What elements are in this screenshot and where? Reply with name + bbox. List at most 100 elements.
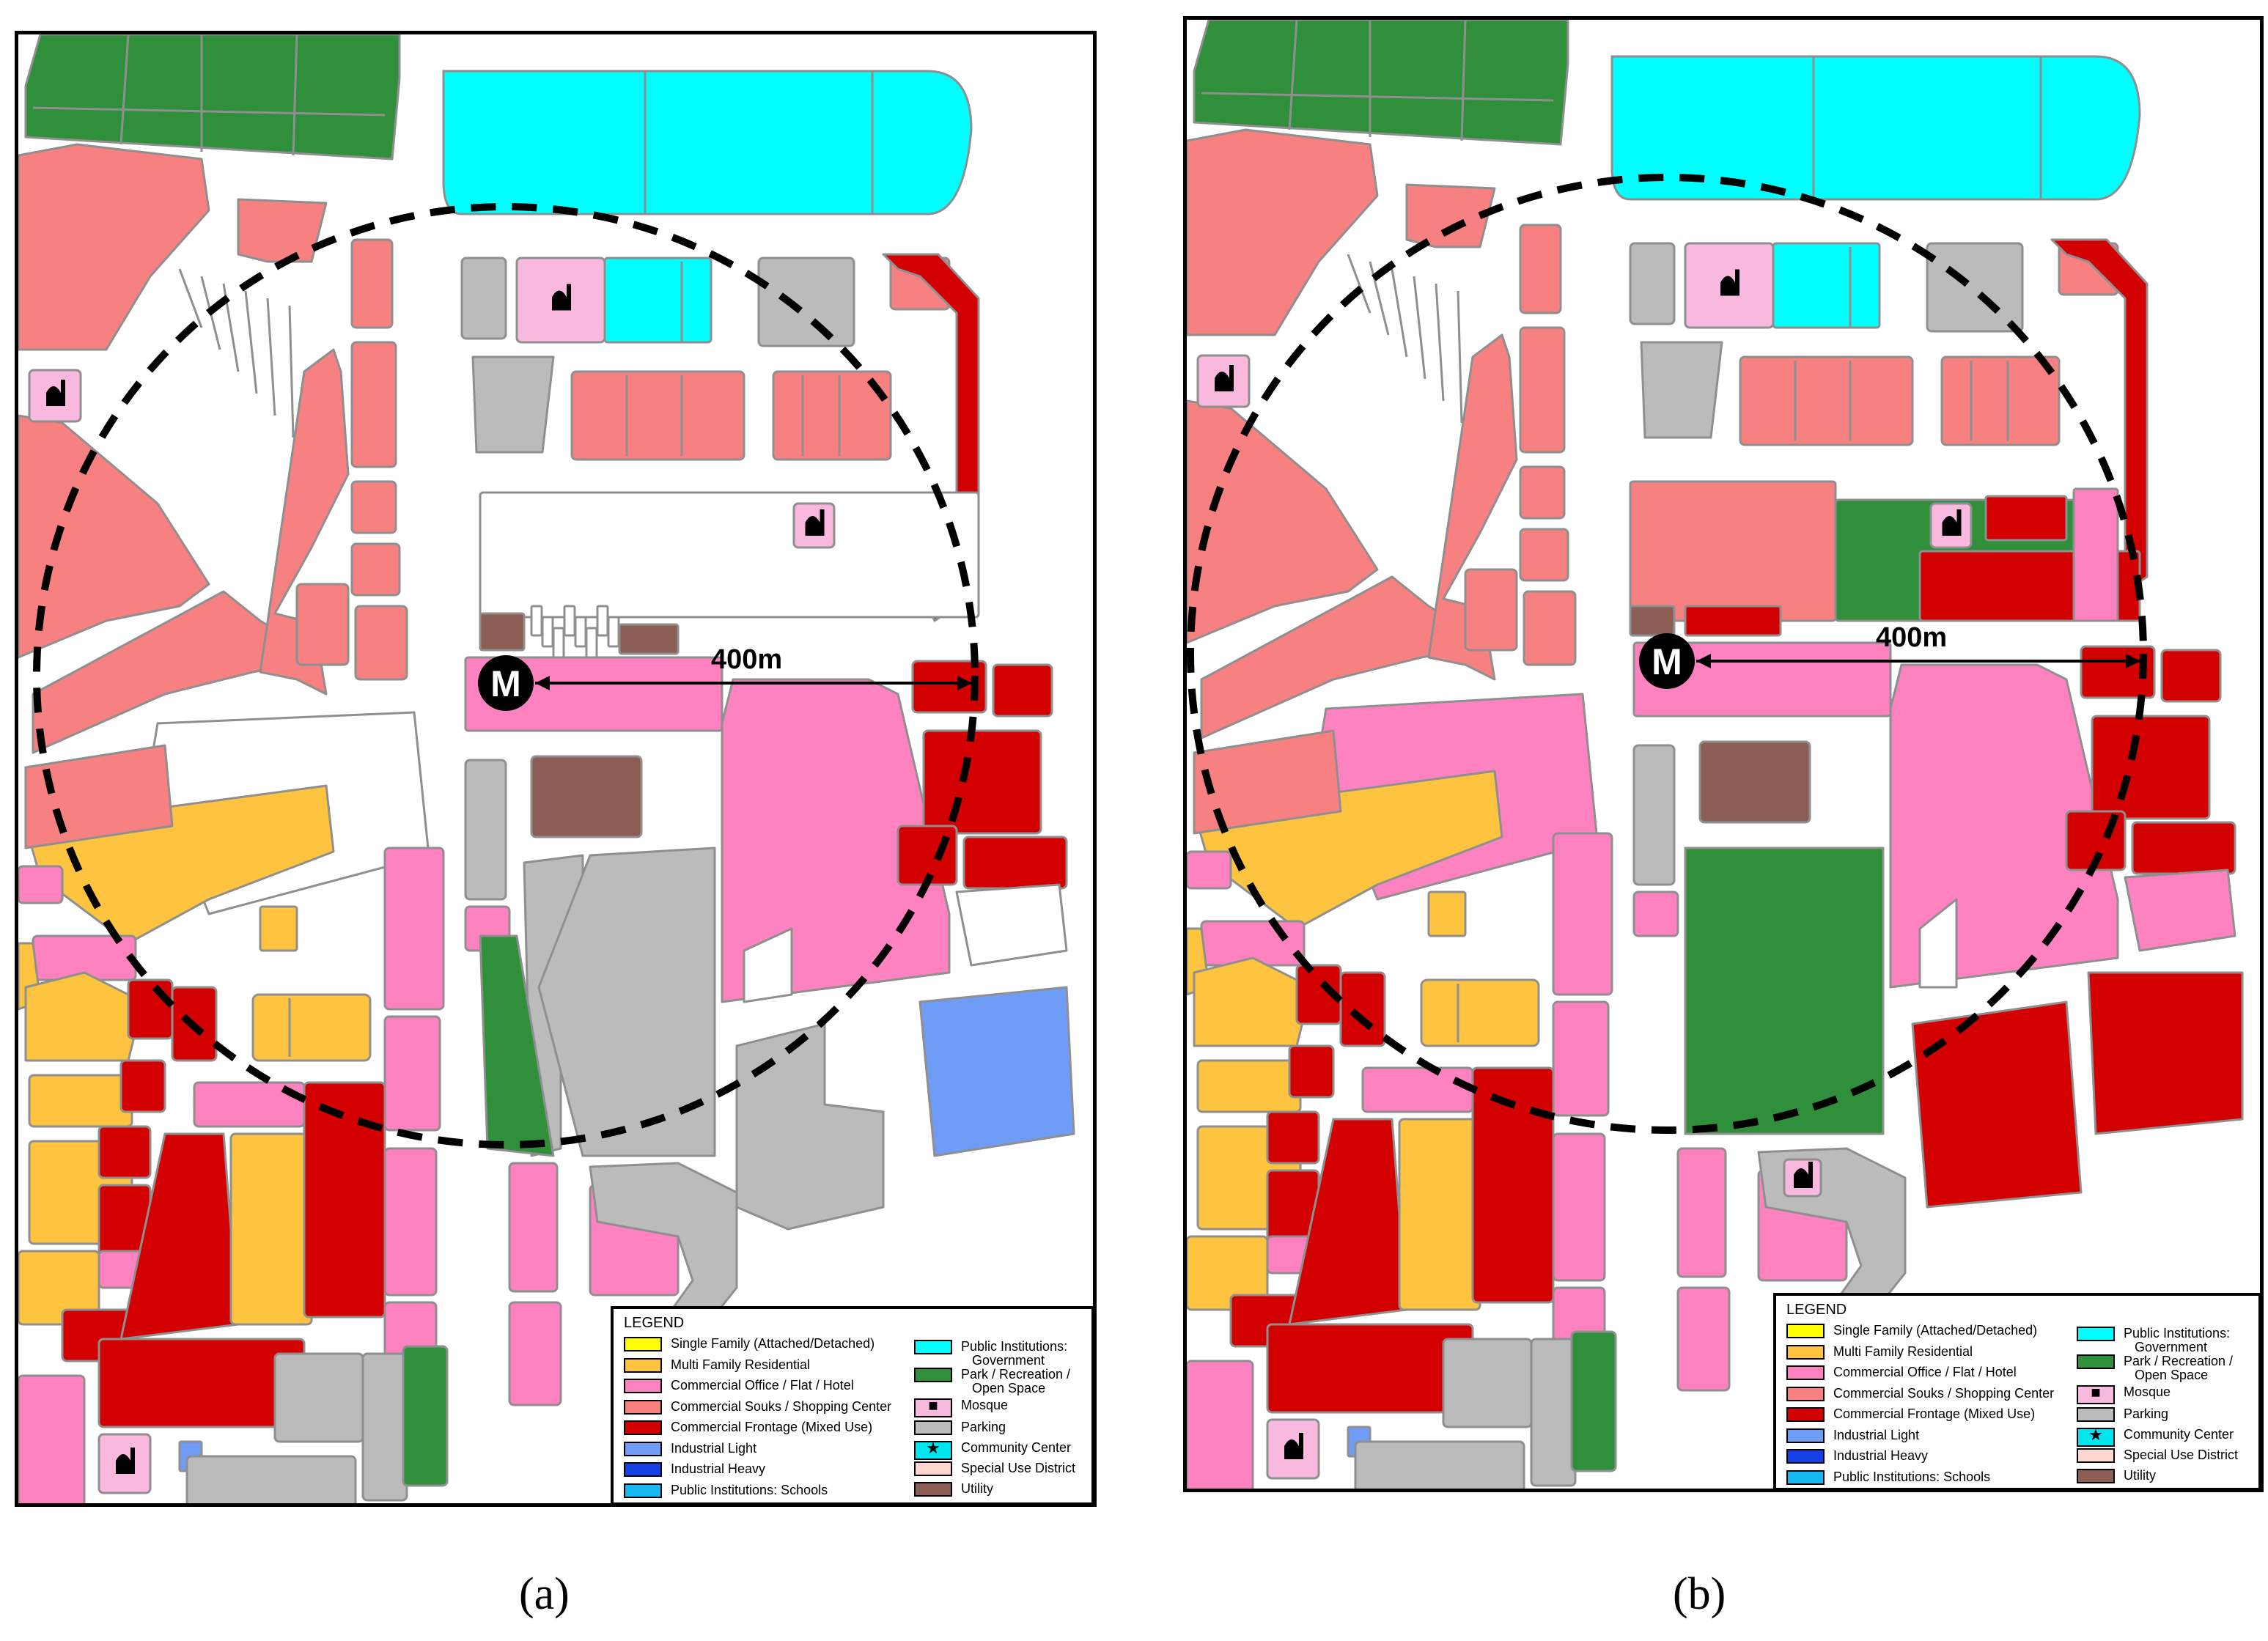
- building-outline: [607, 616, 620, 648]
- vacant-parcel: [1918, 898, 1958, 989]
- mosque-icon: ■: [2091, 1383, 2101, 1401]
- office-parcel: [1632, 890, 1679, 937]
- arrow-head: [535, 676, 550, 690]
- parcel-divider: [1391, 268, 1408, 358]
- office-parcel: [1552, 1132, 1606, 1282]
- legend-label: Public Institutions: Schools: [1833, 1469, 1991, 1484]
- residential-parcel: [1398, 1118, 1481, 1311]
- legend-label: Utility: [2124, 1468, 2156, 1483]
- legend-label: Public Institutions: Government: [2124, 1326, 2231, 1354]
- parking-parcel: [1530, 1338, 1577, 1487]
- souk-parcel: [1519, 224, 1562, 314]
- frontage-parcel: [97, 1125, 152, 1179]
- legend-item: Multi Family Residential: [624, 1357, 810, 1373]
- legend-swatch: [2077, 1354, 2115, 1369]
- parcel-divider: [1457, 290, 1463, 424]
- parcel-divider: [119, 34, 130, 145]
- parking-parcel: [1632, 744, 1676, 886]
- legend-label: Commercial Frontage (Mixed Use): [1833, 1406, 2036, 1421]
- mosque-icon: [1215, 365, 1234, 391]
- mosque-icon: [1720, 269, 1739, 296]
- parcel-divider: [266, 298, 276, 416]
- legend-label: Community Center: [2124, 1427, 2234, 1442]
- parking-parcel: [757, 257, 855, 347]
- residential-parcel: [1427, 890, 1467, 937]
- office-parcel: [383, 847, 445, 1011]
- legend-swatch: [1786, 1324, 1825, 1338]
- legend-swatch: ★: [914, 1439, 952, 1460]
- office-parcel: [1676, 1286, 1731, 1392]
- park-parcel: [1193, 20, 1569, 146]
- mosque-icon: [1794, 1162, 1813, 1188]
- legend-label: Single Family (Attached/Detached): [671, 1336, 875, 1351]
- legend-item: Industrial Light: [1786, 1428, 1919, 1443]
- residential-parcel: [229, 1132, 313, 1326]
- government-parcel: [1772, 242, 1881, 329]
- residential-parcel: [259, 905, 298, 952]
- residential-parcel: [1196, 1059, 1302, 1113]
- legend-item: Special Use District: [2077, 1448, 2238, 1463]
- parcel-divider: [292, 34, 298, 156]
- frontage-parcel: [962, 836, 1068, 890]
- legend-label: Commercial Office / Flat / Hotel: [1833, 1365, 2017, 1379]
- park-parcel: [1570, 1330, 1617, 1472]
- legend-label: Multi Family Residential: [1833, 1343, 1973, 1359]
- legend-item: Commercial Souks / Shopping Center: [624, 1399, 891, 1415]
- distance-label: 400m: [711, 644, 782, 675]
- souk-parcel: [18, 143, 210, 351]
- residential-parcel: [1420, 978, 1540, 1047]
- legend-item: ■ Mosque: [914, 1397, 1008, 1417]
- souk-parcel: [1405, 183, 1496, 248]
- parking-parcel: [460, 257, 507, 340]
- legend-title: LEGEND: [624, 1315, 685, 1331]
- office-parcel: [383, 1015, 441, 1132]
- legend-swatch: [1786, 1386, 1825, 1401]
- legend-swatch: [914, 1368, 952, 1382]
- legend-item: Parking: [2077, 1407, 2168, 1422]
- legend-label: Community Center: [961, 1440, 1072, 1455]
- souk-parcel: [1523, 590, 1577, 666]
- legend-label: Special Use District: [961, 1461, 1076, 1475]
- metro-station-icon: [1639, 633, 1695, 689]
- legend-swatch: [624, 1337, 662, 1351]
- legend-item: Parking: [914, 1420, 1006, 1435]
- legend-swatch: [914, 1420, 952, 1435]
- mosque-icon: [46, 380, 65, 406]
- legend-item: Industrial Heavy: [1786, 1449, 1928, 1464]
- land-use-map-b: 400m M: [1187, 20, 2244, 1489]
- legend-swatch: ★: [2077, 1426, 2115, 1447]
- legend-swatch: [624, 1379, 662, 1393]
- office-parcel: [1676, 1147, 1727, 1278]
- mosque-icon: [1284, 1433, 1303, 1459]
- frontage-parcel: [1684, 605, 1782, 637]
- frontage-parcel: [1911, 1000, 2083, 1209]
- parcel-divider: [1413, 276, 1426, 380]
- souk-parcel: [1427, 333, 1518, 681]
- legend-item: Single Family (Attached/Detached): [1786, 1324, 2037, 1338]
- parcel-divider: [1201, 92, 1554, 102]
- parking-parcel: [1354, 1440, 1525, 1489]
- office-parcel: [383, 1147, 438, 1297]
- frontage-parcel: [97, 1338, 306, 1428]
- building-outline: [574, 616, 587, 648]
- legend-label: Public Institutions: Government: [961, 1339, 1068, 1368]
- parcel-divider: [1347, 254, 1372, 314]
- office-parcel: [2124, 869, 2236, 952]
- legend-label: Commercial Frontage (Mixed Use): [671, 1420, 873, 1434]
- parking-parcel: [185, 1455, 357, 1503]
- legend-label: Utility: [961, 1481, 993, 1496]
- souk-parcel: [354, 605, 408, 681]
- frontage-parcel: [2131, 821, 2236, 875]
- parking-parcel: [537, 847, 716, 1157]
- parcel-divider: [1288, 20, 1298, 130]
- residential-parcel: [28, 1074, 133, 1128]
- souk-parcel: [295, 583, 350, 666]
- legend-swatch: [624, 1357, 662, 1373]
- building-outline: [552, 627, 565, 659]
- residential-parcel: [1187, 1235, 1269, 1311]
- vacant-parcel: [955, 883, 1068, 967]
- building-outline: [585, 627, 598, 659]
- souk-parcel: [237, 198, 328, 263]
- arrow-head: [2126, 654, 2140, 668]
- parking-parcel: [1640, 341, 1723, 439]
